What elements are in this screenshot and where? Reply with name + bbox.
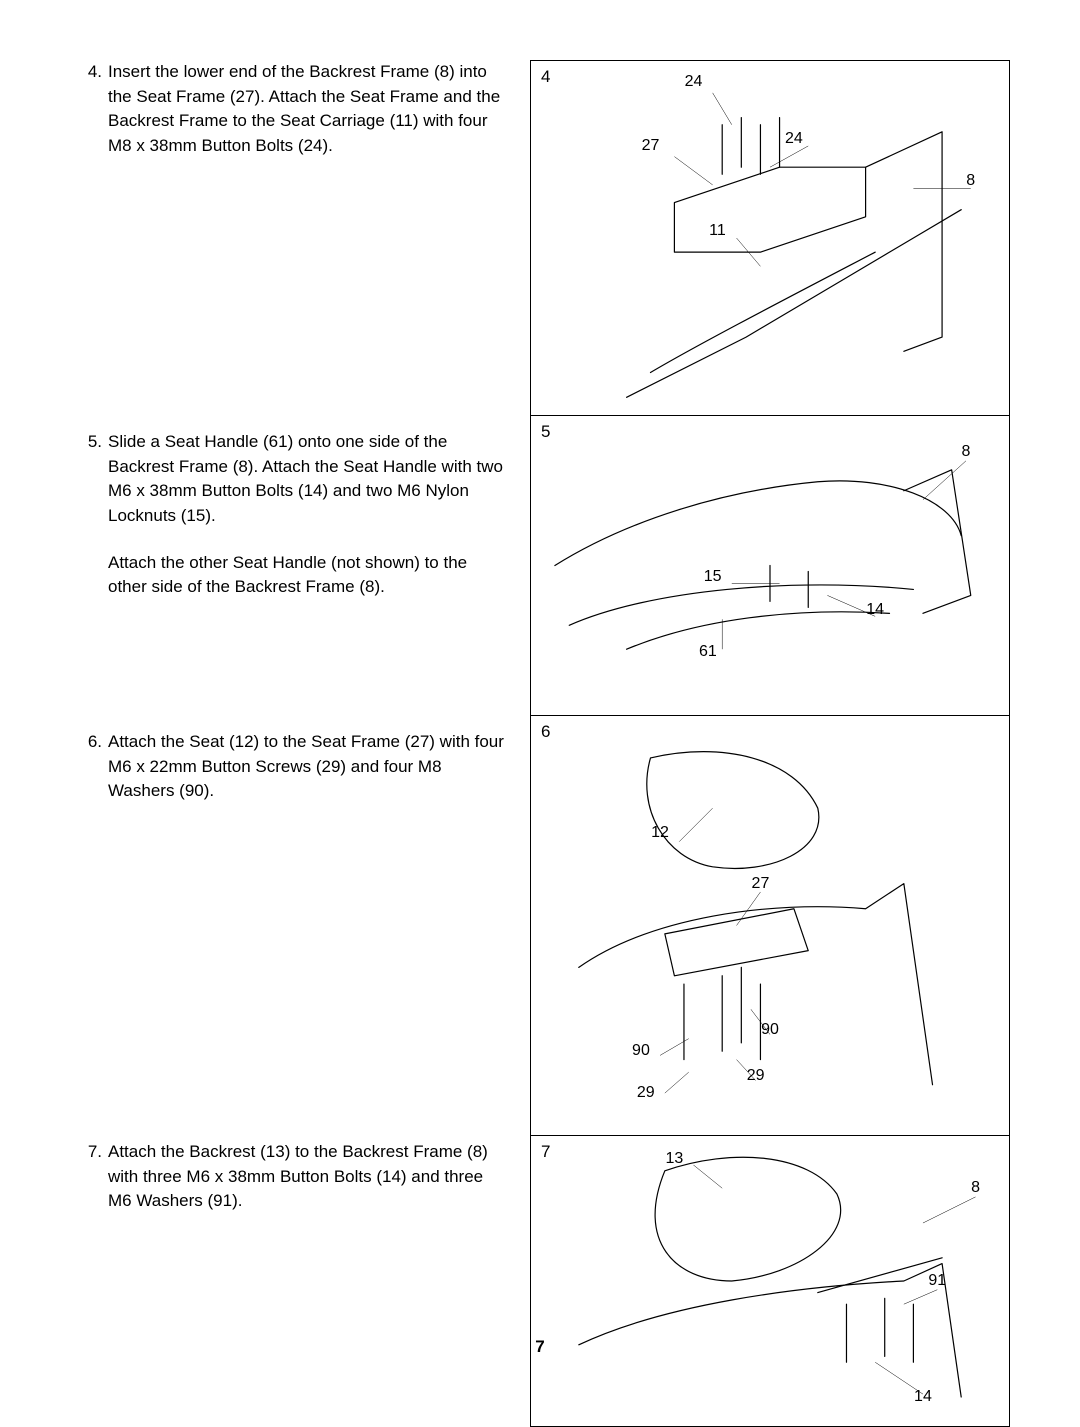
diagram-column: 4 24 24 27 8 11 5 8 15 14 61 6 12 27 90 90 29 29 7 13 8 91 14 [530,60,1010,1427]
step-block: 5.Slide a Seat Handle (61) onto one side… [80,430,508,622]
panel-number: 5 [541,422,550,442]
assembly-manual-page: 4.Insert the lower end of the Backrest F… [0,0,1080,1397]
step-number: 7. [80,1140,108,1236]
part-callout: 61 [699,643,717,661]
step-text: Insert the lower end of the Backrest Fra… [108,60,508,181]
step-paragraph: Attach the Backrest (13) to the Backrest… [108,1140,508,1214]
part-callout: 8 [966,172,975,190]
part-callout: 11 [709,222,726,240]
part-callout: 29 [637,1084,655,1102]
panel-number: 4 [541,67,550,87]
part-callout: 24 [785,130,803,148]
step-text: Attach the Seat (12) to the Seat Frame (… [108,730,508,826]
panel-4: 4 24 24 27 8 11 [531,61,1009,416]
part-callout: 90 [632,1042,650,1060]
assembly-sketch [531,416,1009,715]
page-number: 7 [0,1337,1080,1357]
part-callout: 27 [752,875,770,893]
step-number: 4. [80,60,108,181]
part-callout: 90 [761,1021,779,1039]
panel-6: 6 12 27 90 90 29 29 [531,716,1009,1136]
part-callout: 14 [914,1388,932,1406]
step-paragraph: Attach the Seat (12) to the Seat Frame (… [108,730,508,804]
part-callout: 91 [928,1272,946,1290]
step-number: 6. [80,730,108,826]
panel-number: 7 [541,1142,550,1162]
step-number: 5. [80,430,108,622]
part-callout: 27 [642,137,660,155]
panel-5: 5 8 15 14 61 [531,416,1009,716]
part-callout: 14 [866,601,884,619]
part-callout: 8 [962,443,971,461]
step-text: Attach the Backrest (13) to the Backrest… [108,1140,508,1236]
assembly-sketch [531,61,1009,415]
part-callout: 13 [665,1150,683,1168]
part-callout: 8 [971,1179,980,1197]
step-text: Slide a Seat Handle (61) onto one side o… [108,430,508,622]
step-block: 6.Attach the Seat (12) to the Seat Frame… [80,730,508,826]
assembly-sketch [531,716,1009,1135]
step-paragraph: Slide a Seat Handle (61) onto one side o… [108,430,508,529]
step-block: 4.Insert the lower end of the Backrest F… [80,60,508,181]
instructions-column: 4.Insert the lower end of the Backrest F… [80,60,510,1427]
part-callout: 29 [747,1067,765,1085]
part-callout: 12 [651,824,669,842]
step-paragraph: Attach the other Seat Handle (not shown)… [108,551,508,600]
panel-7: 7 13 8 91 14 [531,1136,1009,1426]
step-paragraph: Insert the lower end of the Backrest Fra… [108,60,508,159]
step-block: 7.Attach the Backrest (13) to the Backre… [80,1140,508,1236]
part-callout: 24 [685,73,703,91]
content-row: 4.Insert the lower end of the Backrest F… [80,60,1010,1427]
part-callout: 15 [704,568,722,586]
panel-number: 6 [541,722,550,742]
